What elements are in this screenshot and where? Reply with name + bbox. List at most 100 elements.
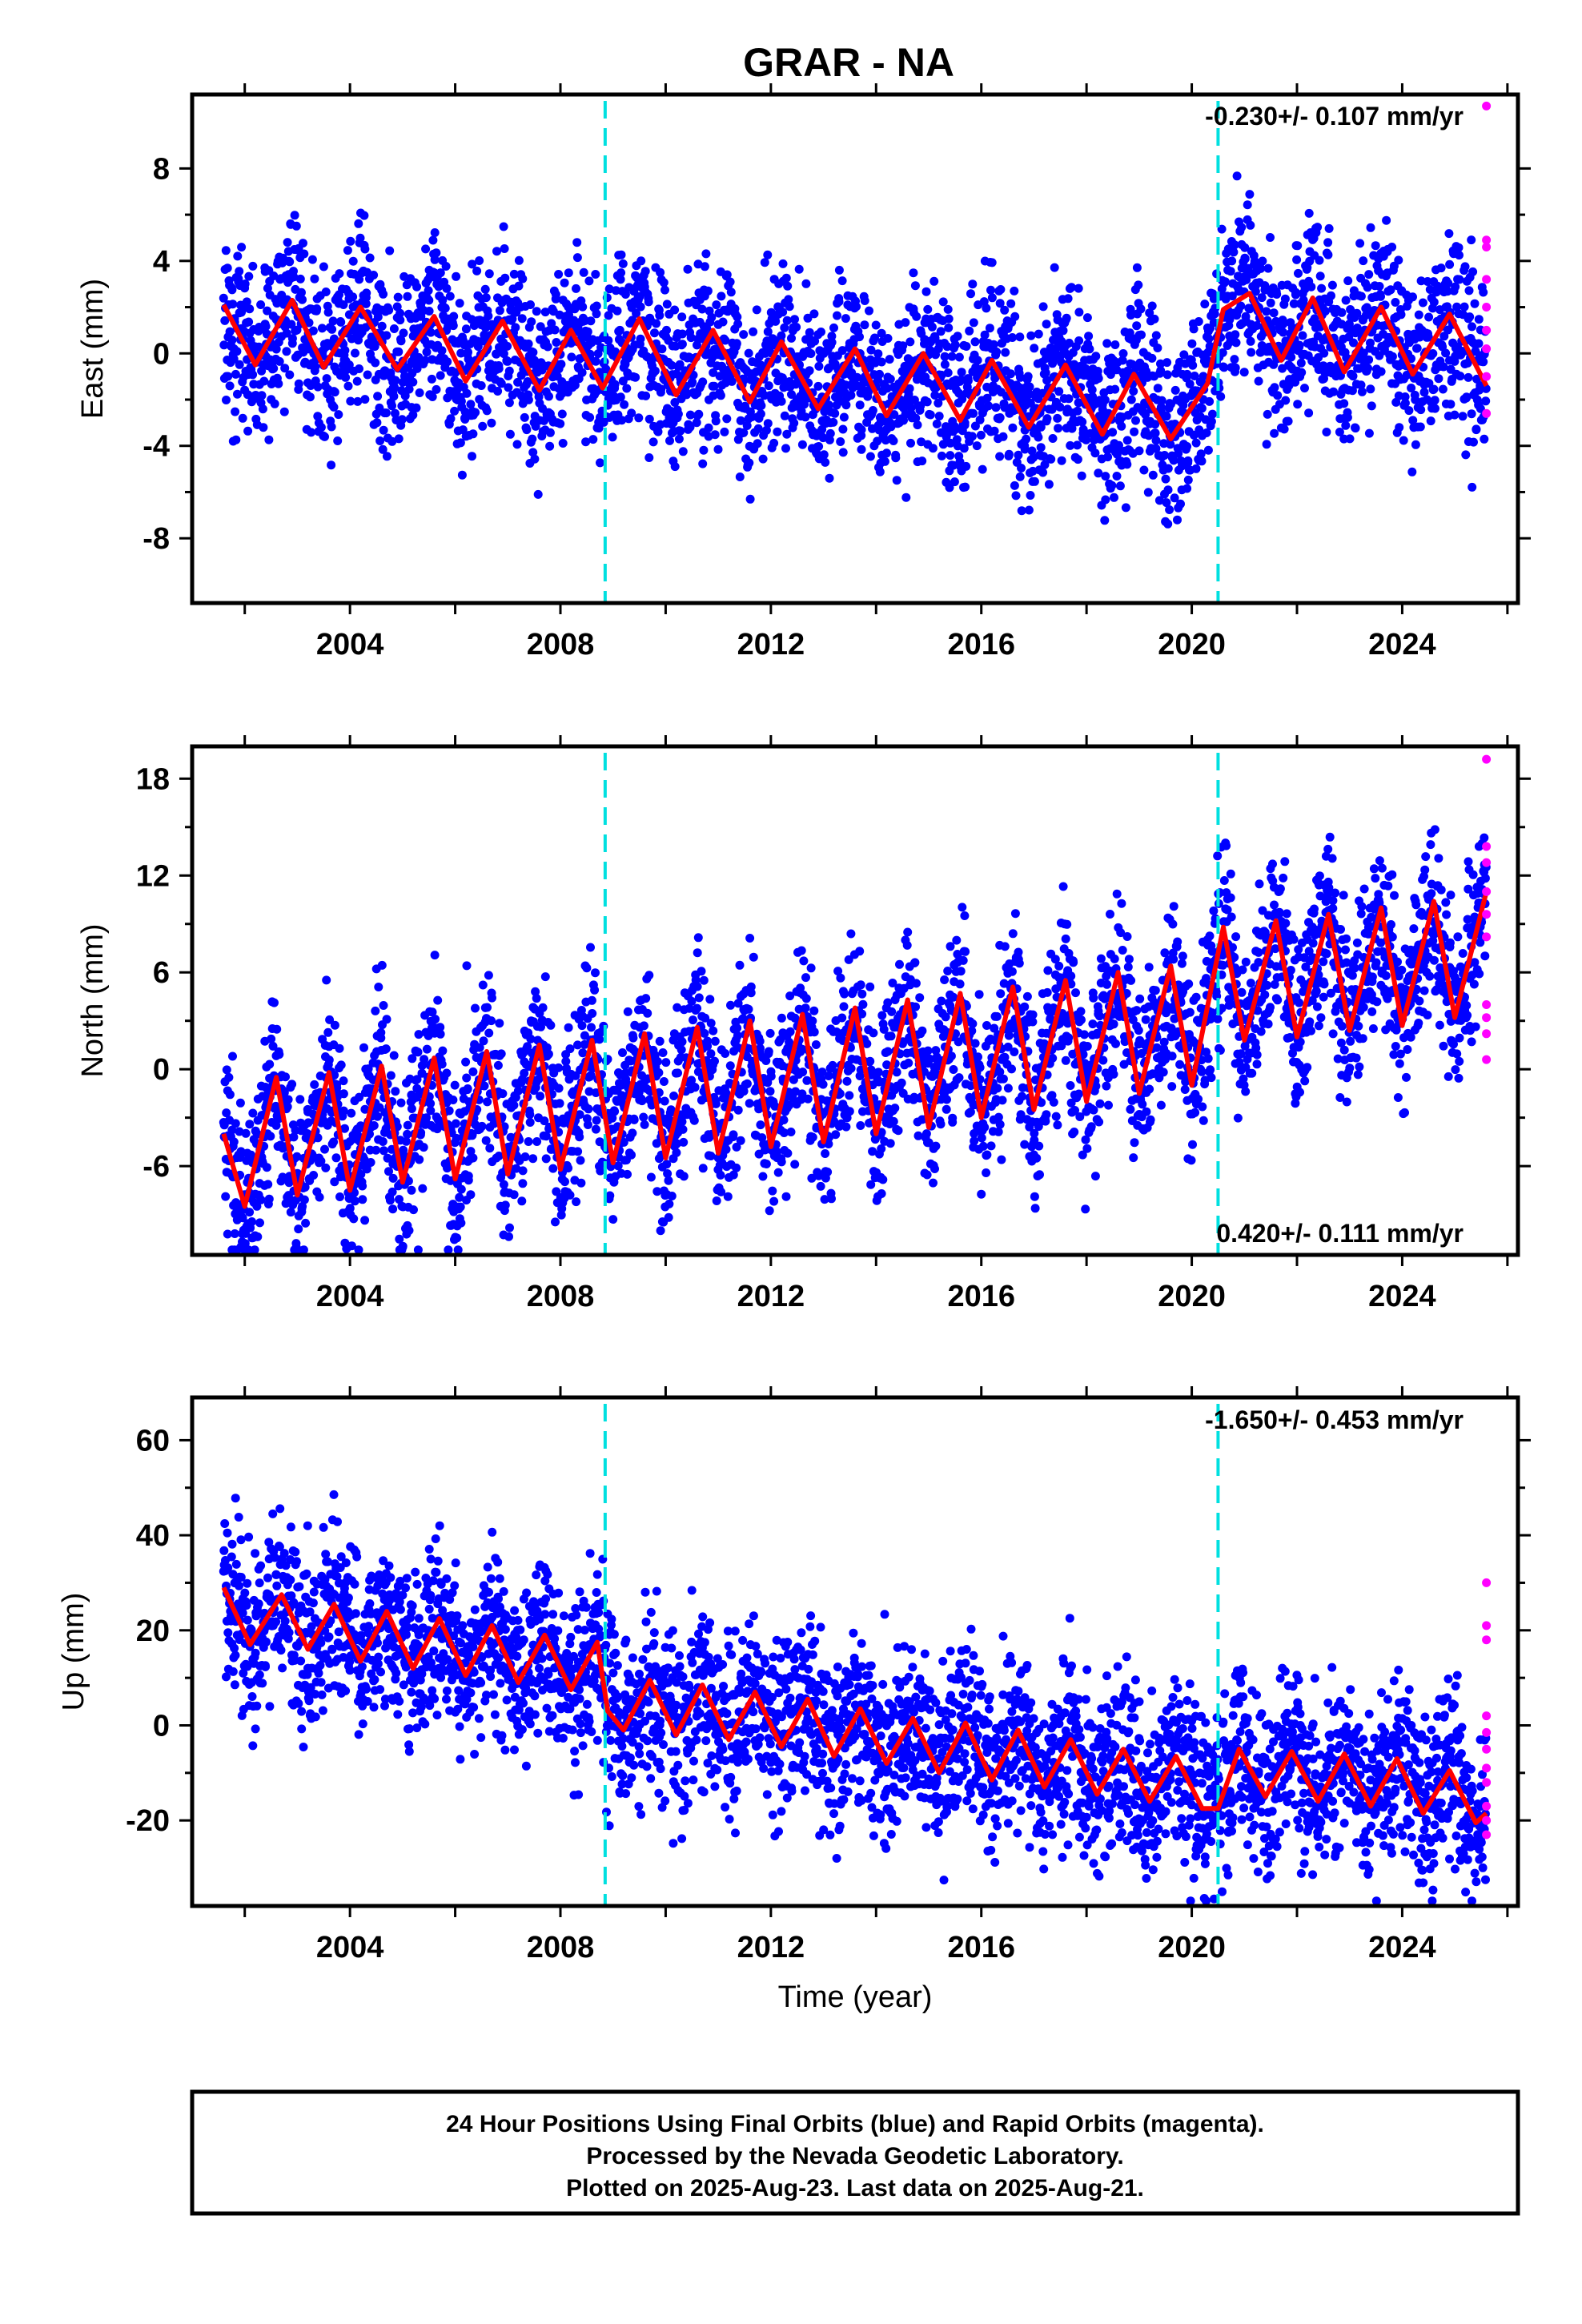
east-final-point xyxy=(1263,263,1273,273)
east-final-point xyxy=(231,407,240,416)
north-final-point xyxy=(554,1063,564,1072)
east-final-point xyxy=(1203,445,1213,455)
east-final-point xyxy=(403,292,412,301)
east-final-point xyxy=(961,482,970,492)
east-final-point xyxy=(248,261,258,271)
north-final-point xyxy=(723,1192,733,1201)
east-final-point xyxy=(1298,331,1307,340)
east-final-point xyxy=(233,251,243,261)
east-final-point xyxy=(604,311,613,320)
north-final-point xyxy=(528,1154,538,1164)
east-final-point xyxy=(777,331,786,340)
east-final-point xyxy=(970,337,980,347)
east-final-point xyxy=(475,256,484,265)
east-final-point xyxy=(436,371,445,380)
east-final-point xyxy=(1227,256,1237,266)
north-final-point xyxy=(712,1196,721,1205)
east-final-point xyxy=(722,270,732,279)
north-final-point xyxy=(726,1000,735,1010)
east-final-point xyxy=(1170,385,1180,395)
north-final-point xyxy=(733,1105,743,1115)
east-final-point xyxy=(855,400,865,410)
east-final-point xyxy=(1467,409,1476,419)
east-final-point xyxy=(456,348,466,358)
north-final-point xyxy=(371,1145,381,1155)
east-final-point xyxy=(328,316,338,326)
east-final-point xyxy=(256,300,266,309)
east-final-point xyxy=(578,302,588,312)
east-final-point xyxy=(1418,298,1427,308)
north-final-point xyxy=(565,1190,575,1200)
north-final-point xyxy=(656,1226,665,1236)
north-final-point xyxy=(471,1003,480,1013)
east-final-point xyxy=(457,470,467,480)
east-final-point xyxy=(1364,355,1374,364)
east-final-point xyxy=(930,391,940,400)
east-final-point xyxy=(554,270,564,279)
east-final-point xyxy=(363,370,372,380)
east-final-point xyxy=(1450,410,1460,420)
north-final-point xyxy=(590,985,600,995)
east-final-point xyxy=(944,323,954,332)
east-final-point xyxy=(938,440,948,449)
east-final-point xyxy=(1315,271,1325,281)
east-final-point xyxy=(361,299,371,308)
east-final-point xyxy=(308,326,318,336)
east-final-point xyxy=(1341,420,1351,430)
east-final-point xyxy=(732,340,741,348)
east-final-point xyxy=(837,346,847,356)
east-final-point xyxy=(763,250,773,259)
east-final-point xyxy=(511,323,520,332)
north-final-point xyxy=(461,1057,471,1067)
east-final-point xyxy=(1270,383,1279,392)
north-final-point xyxy=(705,995,715,1004)
east-final-point xyxy=(1026,491,1035,500)
north-final-point xyxy=(644,971,654,980)
north-final-point xyxy=(479,1036,488,1046)
north-final-point xyxy=(565,1044,575,1054)
north-final-point xyxy=(418,1184,428,1193)
east-rapid-point xyxy=(1482,344,1492,353)
east-final-point xyxy=(1356,292,1366,301)
north-final-point xyxy=(689,1015,697,1025)
east-final-point xyxy=(440,304,450,313)
east-final-point xyxy=(1074,336,1084,345)
east-final-point xyxy=(677,312,687,322)
east-final-point xyxy=(1143,488,1153,497)
east-final-point xyxy=(733,320,743,329)
east-final-point xyxy=(973,356,982,365)
east-final-point xyxy=(1313,223,1323,232)
east-final-point xyxy=(846,391,856,400)
east-final-point xyxy=(1455,251,1464,260)
east-final-point xyxy=(873,436,882,446)
east-final-point xyxy=(355,364,363,373)
east-final-point xyxy=(442,283,452,293)
east-final-point xyxy=(292,325,302,335)
north-final-point xyxy=(664,1176,673,1185)
east-final-point xyxy=(837,276,847,286)
east-final-point xyxy=(327,422,336,432)
east-final-point xyxy=(359,211,369,220)
east-x-tick-label: 2016 xyxy=(947,628,1015,661)
east-final-point xyxy=(219,340,229,350)
east-final-point xyxy=(462,388,472,398)
east-final-point xyxy=(1469,437,1478,447)
east-final-point xyxy=(932,419,942,428)
east-final-point xyxy=(1121,503,1130,513)
east-final-point xyxy=(1446,400,1456,409)
east-final-point xyxy=(545,441,555,451)
east-final-point xyxy=(1054,387,1064,396)
north-final-point xyxy=(742,1079,752,1088)
east-final-point xyxy=(270,399,279,408)
north-final-point xyxy=(524,1137,533,1146)
east-final-point xyxy=(495,306,504,316)
north-final-point xyxy=(693,948,702,958)
east-final-point xyxy=(377,321,387,331)
north-final-point xyxy=(732,1163,741,1172)
east-final-point xyxy=(504,383,513,392)
east-final-point xyxy=(279,407,289,416)
north-final-point xyxy=(294,1224,303,1234)
east-final-point xyxy=(596,458,604,468)
east-final-point xyxy=(1108,428,1118,437)
